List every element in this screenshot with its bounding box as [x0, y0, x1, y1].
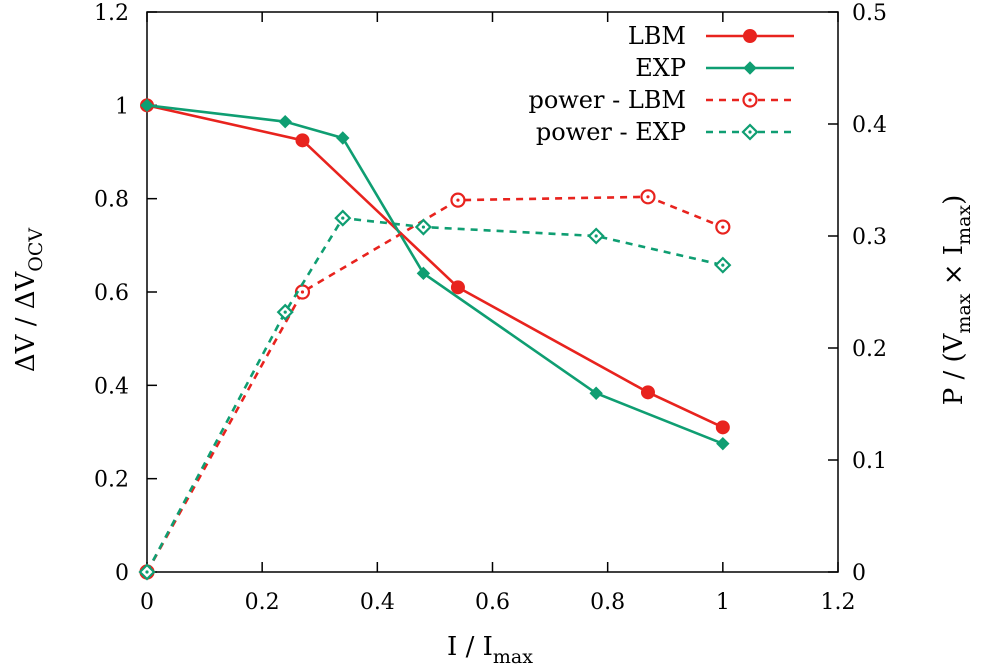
data-point-center — [456, 198, 460, 202]
plot-border — [146, 11, 839, 573]
y-right-tick-label: 0.4 — [852, 113, 887, 138]
legend-marker — [743, 61, 757, 75]
data-point-center — [341, 216, 345, 220]
data-point — [416, 266, 431, 281]
y-right-axis-label: P / (Vmax × Imax) — [939, 195, 975, 406]
x-tick-label: 1.2 — [821, 590, 856, 615]
data-point — [278, 114, 292, 129]
series-2 — [139, 189, 731, 580]
plot-frame — [146, 11, 839, 573]
data-point-center — [646, 195, 650, 199]
series-line — [146, 104, 724, 429]
y-left-tick-label: 0 — [115, 561, 129, 586]
data-point — [295, 133, 310, 148]
axis-ticks: 0 0.2 0.4 0.6 0.8 1 1.2 0 0.2 0.4 0.6 0.8 1 1.2 0 0.1 0.… — [94, 1, 887, 615]
series-line — [145, 216, 724, 573]
y-right-tick-label: 0.2 — [852, 337, 887, 362]
series-line — [146, 104, 724, 445]
data-point — [450, 280, 465, 295]
data-point-center — [283, 310, 287, 314]
y-right-tick-label: 0.3 — [852, 225, 887, 250]
data-point — [140, 98, 154, 113]
legend-marker-center — [748, 130, 752, 134]
x-tick-label: 1 — [716, 590, 730, 615]
y-left-tick-label: 0.4 — [94, 374, 129, 399]
legend-entry: power - EXP — [536, 118, 794, 146]
y-left-tick-label: 0.2 — [94, 468, 129, 493]
x-axis-label: I / Imax — [447, 632, 533, 668]
data-point-center — [594, 234, 598, 238]
x-tick-label: 0 — [140, 590, 154, 615]
series-layer — [138, 98, 732, 581]
data-point — [336, 131, 350, 145]
x-tick-label: 0.8 — [590, 590, 625, 615]
y-right-tick-label: 0 — [852, 561, 866, 586]
data-point-center — [721, 225, 725, 229]
x-tick-label: 0.4 — [360, 590, 395, 615]
legend-entry: power - LBM — [528, 86, 794, 114]
legend-label: power - EXP — [536, 118, 686, 146]
series-line — [145, 195, 724, 573]
y-right-tick-label: 0.5 — [852, 1, 887, 26]
data-point — [640, 385, 655, 400]
y-left-tick-label: 0.8 — [94, 188, 129, 213]
data-point — [716, 436, 730, 451]
y-left-tick-label: 0.6 — [94, 281, 129, 306]
data-point — [715, 420, 730, 435]
data-point — [589, 386, 603, 400]
y-left-tick-label: 1 — [115, 94, 129, 119]
legend-entry: LBM — [628, 22, 794, 50]
legend: LBM EXP power - LBM power - EXP — [528, 22, 794, 146]
legend-label: LBM — [628, 22, 686, 50]
legend-label: EXP — [635, 54, 686, 82]
series-0 — [140, 98, 730, 435]
legend-entry: EXP — [635, 54, 794, 82]
legend-marker — [743, 29, 757, 43]
legend-label: power - LBM — [528, 86, 686, 114]
data-point-center — [721, 263, 725, 267]
data-point-center — [145, 570, 149, 574]
y-left-tick-label: 1.2 — [94, 1, 129, 26]
series-3 — [138, 209, 732, 581]
y-right-tick-label: 0.1 — [852, 449, 887, 474]
y-left-axis-label: ΔV / ΔVOCV — [11, 228, 47, 373]
data-point-center — [421, 225, 425, 229]
legend-marker-center — [748, 98, 752, 102]
x-tick-label: 0.6 — [475, 590, 510, 615]
x-tick-label: 0.2 — [245, 590, 280, 615]
data-point-center — [300, 290, 305, 294]
series-1 — [140, 98, 730, 451]
